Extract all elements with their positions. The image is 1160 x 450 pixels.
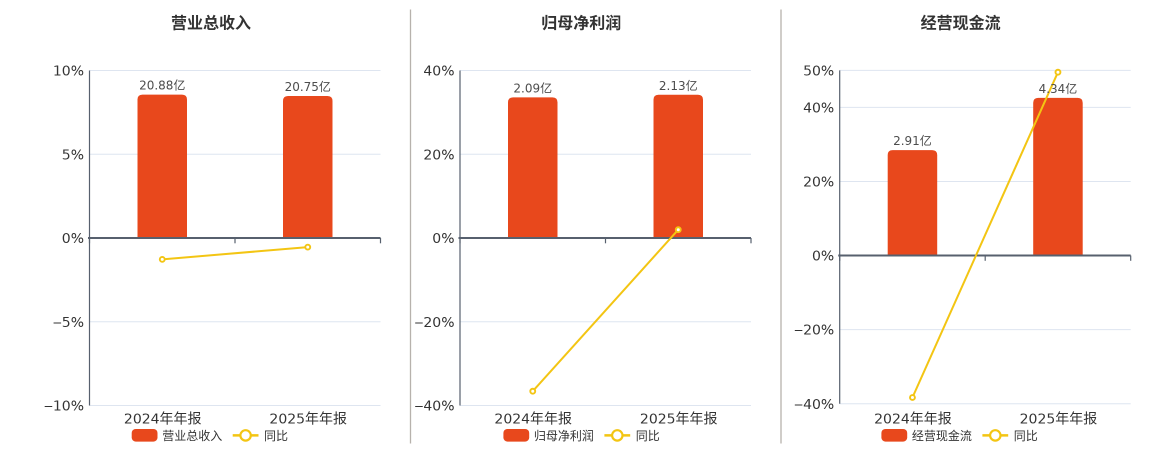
svg-text:10%: 10% xyxy=(53,64,84,80)
svg-text:同比: 同比 xyxy=(264,429,288,443)
svg-text:2024年年报: 2024年年报 xyxy=(124,412,202,428)
svg-text:2025年年报: 2025年年报 xyxy=(269,412,347,428)
svg-text:经营现金流: 经营现金流 xyxy=(921,10,1001,34)
svg-text:20%: 20% xyxy=(423,147,454,163)
svg-text:‒20%: ‒20% xyxy=(414,315,454,331)
svg-text:0%: 0% xyxy=(432,231,454,247)
svg-text:同比: 同比 xyxy=(636,429,660,443)
svg-text:营业总收入: 营业总收入 xyxy=(171,10,251,34)
svg-text:40%: 40% xyxy=(803,101,834,117)
svg-text:2025年年报: 2025年年报 xyxy=(640,412,718,428)
svg-text:‒10%: ‒10% xyxy=(44,399,84,415)
svg-text:‒5%: ‒5% xyxy=(53,315,84,331)
svg-text:营业总收入: 营业总收入 xyxy=(162,429,222,443)
svg-text:0%: 0% xyxy=(62,231,84,247)
svg-text:‒20%: ‒20% xyxy=(794,323,834,339)
svg-text:2.13亿: 2.13亿 xyxy=(659,78,698,93)
svg-text:‒40%: ‒40% xyxy=(414,399,454,415)
svg-text:经营现金流: 经营现金流 xyxy=(912,428,972,443)
svg-text:5%: 5% xyxy=(62,147,84,163)
svg-text:4.34亿: 4.34亿 xyxy=(1039,81,1078,96)
svg-text:‒40%: ‒40% xyxy=(794,397,834,413)
svg-text:20%: 20% xyxy=(803,175,834,191)
svg-text:归母净利润: 归母净利润 xyxy=(541,10,621,34)
svg-text:2024年年报: 2024年年报 xyxy=(494,412,572,428)
svg-text:2024年年报: 2024年年报 xyxy=(874,412,952,428)
svg-text:0%: 0% xyxy=(812,249,834,265)
svg-text:50%: 50% xyxy=(803,64,834,80)
svg-text:归母净利润: 归母净利润 xyxy=(534,429,594,443)
svg-text:40%: 40% xyxy=(423,64,454,80)
svg-text:2.09亿: 2.09亿 xyxy=(513,80,552,95)
svg-text:2.91亿: 2.91亿 xyxy=(893,133,932,148)
svg-text:20.75亿: 20.75亿 xyxy=(285,79,331,94)
svg-text:20.88亿: 20.88亿 xyxy=(139,78,185,93)
svg-text:2025年年报: 2025年年报 xyxy=(1020,412,1098,428)
svg-text:同比: 同比 xyxy=(1014,429,1038,443)
